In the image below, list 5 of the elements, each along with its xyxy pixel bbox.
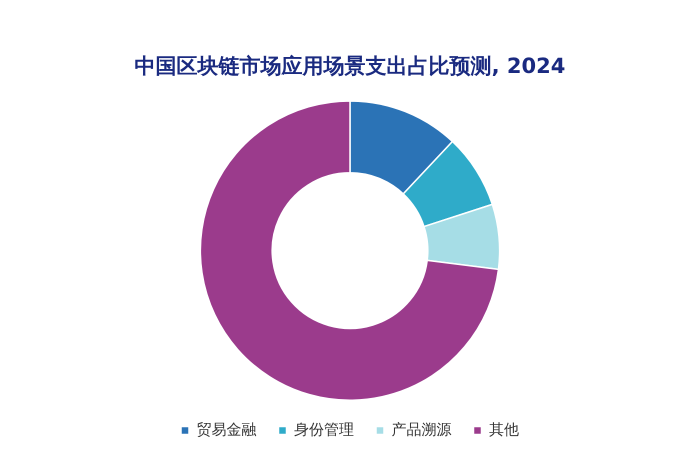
legend-label: 贸易金融 bbox=[196, 420, 256, 438]
legend-label: 身份管理 bbox=[294, 420, 354, 438]
chart-title: 中国区块链市场应用场景支出占比预测, 2024 bbox=[134, 54, 566, 78]
legend-label: 其他 bbox=[489, 420, 519, 438]
legend-label: 产品溯源 bbox=[392, 420, 452, 438]
